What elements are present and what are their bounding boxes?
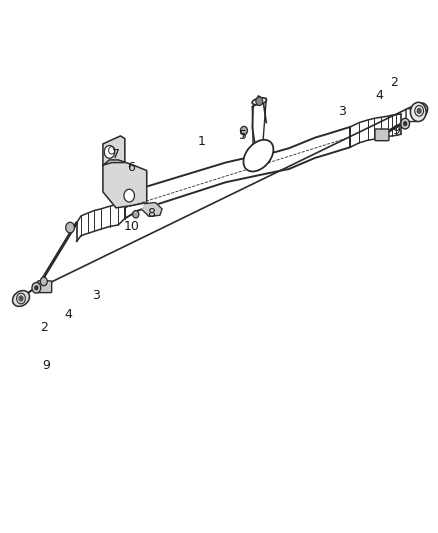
FancyBboxPatch shape (375, 129, 389, 141)
Polygon shape (103, 160, 147, 208)
FancyBboxPatch shape (406, 109, 418, 122)
Circle shape (40, 277, 47, 286)
Circle shape (66, 222, 74, 233)
Polygon shape (103, 136, 125, 165)
Text: 9: 9 (392, 124, 400, 137)
Circle shape (104, 146, 115, 158)
Text: 4: 4 (375, 90, 383, 102)
Text: 7: 7 (112, 148, 120, 161)
Circle shape (417, 108, 422, 114)
Circle shape (18, 295, 24, 302)
Circle shape (403, 121, 407, 126)
Circle shape (124, 189, 134, 202)
Text: 3: 3 (338, 106, 346, 118)
Text: 10: 10 (124, 220, 139, 233)
Circle shape (256, 97, 263, 106)
Ellipse shape (244, 140, 273, 172)
Circle shape (34, 285, 39, 290)
Text: 3: 3 (92, 289, 100, 302)
Polygon shape (142, 203, 162, 216)
FancyBboxPatch shape (38, 281, 52, 293)
Text: 8: 8 (147, 207, 155, 220)
Ellipse shape (13, 290, 29, 306)
Text: 2: 2 (40, 321, 48, 334)
Ellipse shape (411, 103, 427, 119)
Circle shape (410, 102, 426, 122)
Ellipse shape (252, 98, 266, 105)
Circle shape (32, 282, 41, 293)
Circle shape (240, 126, 247, 135)
Text: 2: 2 (390, 76, 398, 89)
Text: 4: 4 (64, 308, 72, 321)
Circle shape (133, 211, 139, 218)
Text: 9: 9 (42, 359, 50, 372)
Circle shape (401, 118, 410, 129)
Text: 6: 6 (127, 161, 135, 174)
Text: 5: 5 (239, 130, 247, 142)
Text: 1: 1 (198, 135, 205, 148)
